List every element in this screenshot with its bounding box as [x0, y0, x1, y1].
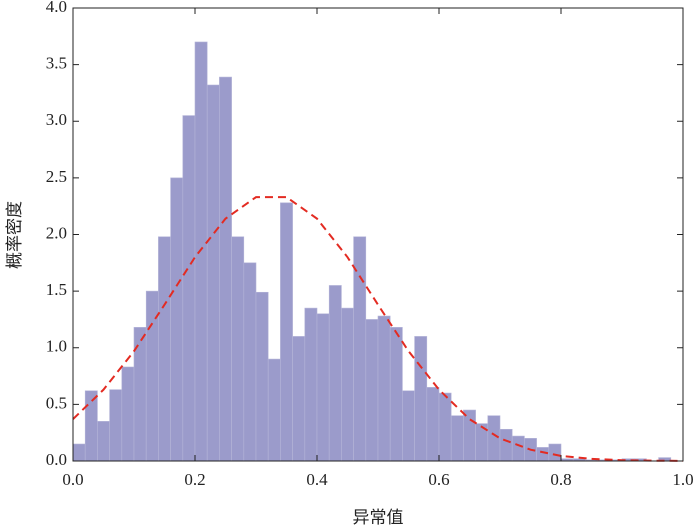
bar — [438, 392, 452, 462]
x-tick-label: 0.4 — [306, 470, 328, 489]
bar — [292, 336, 306, 462]
x-tick-label: 1.0 — [672, 470, 693, 489]
y-tick-label: 2.5 — [46, 167, 67, 186]
bar — [402, 390, 415, 462]
y-tick-label: 0.5 — [46, 393, 67, 412]
bar — [109, 389, 123, 462]
bar — [255, 291, 269, 462]
bar — [243, 262, 257, 462]
bar — [194, 41, 208, 462]
bar — [280, 202, 293, 462]
x-tick-label: 0.2 — [184, 470, 205, 489]
bar — [206, 84, 220, 462]
bar — [450, 415, 464, 462]
fit-curve — [72, 196, 684, 462]
y-tick-label: 1.5 — [46, 280, 67, 299]
bar — [182, 115, 196, 462]
bar — [328, 285, 342, 462]
y-tick-label: 1.0 — [46, 337, 67, 356]
y-tick-label: 4.0 — [46, 0, 67, 16]
x-axis-label: 异常值 — [353, 508, 404, 527]
bar — [377, 315, 391, 462]
bar — [170, 177, 184, 462]
bar — [84, 390, 98, 462]
bar — [72, 443, 86, 462]
bar — [158, 236, 171, 462]
bar — [414, 336, 428, 462]
bar — [219, 76, 232, 462]
bar — [304, 307, 318, 462]
x-tick-label: 0.8 — [550, 470, 571, 489]
bar — [487, 415, 501, 462]
x-tick-label: 0.6 — [428, 470, 449, 489]
bar — [121, 366, 135, 462]
y-tick-label: 0.0 — [46, 450, 67, 469]
bar — [365, 319, 379, 462]
bar — [231, 236, 245, 462]
y-axis-label: 概率密度 — [5, 201, 24, 269]
bar — [426, 387, 440, 462]
bar — [341, 307, 354, 462]
y-tick-label: 2.0 — [46, 223, 67, 242]
bar — [548, 443, 562, 462]
bar — [499, 428, 513, 462]
bar — [267, 358, 281, 462]
bar — [463, 409, 476, 462]
bar — [97, 421, 110, 462]
bar — [316, 313, 330, 462]
bar — [511, 435, 525, 462]
y-tick-label: 3.5 — [46, 54, 67, 73]
bar — [389, 327, 403, 462]
bar — [536, 447, 550, 462]
y-tick-label: 3.0 — [46, 110, 67, 129]
x-tick-label: 0.0 — [62, 470, 83, 489]
